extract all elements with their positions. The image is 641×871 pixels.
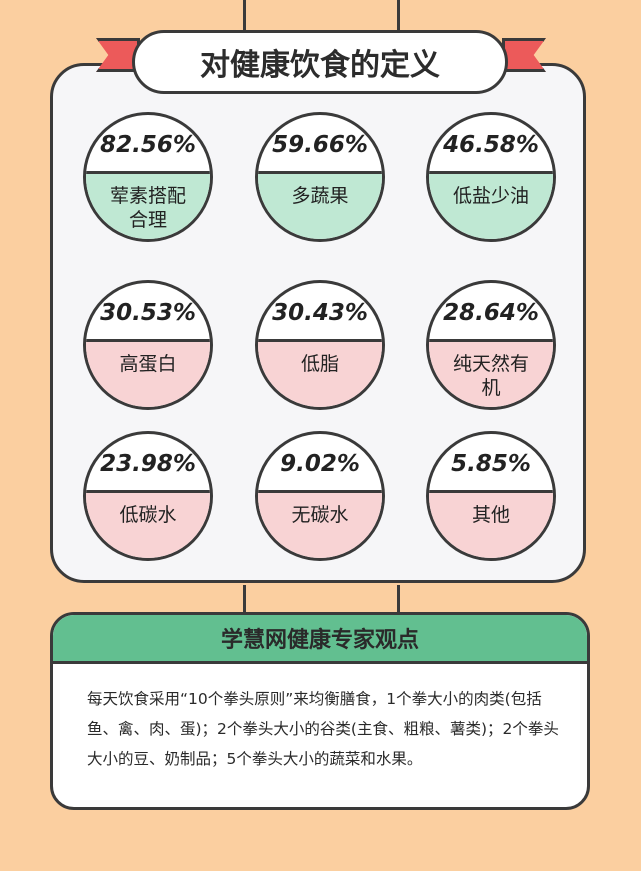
stat-label: 纯天然有机 (452, 353, 529, 399)
stat-circle: 23.98% 低碳水 (83, 431, 213, 561)
connector-line-left (243, 585, 246, 613)
stat-label: 荤素搭配合理 (109, 185, 186, 231)
stat-label: 其他 (471, 504, 510, 526)
stat-percent: 59.66% (272, 132, 368, 158)
stat-circle: 59.66% 多蔬果 (255, 112, 385, 242)
stat-label: 低脂 (300, 353, 339, 375)
stat-percent: 30.43% (272, 300, 368, 326)
stat-circle: 30.43% 低脂 (255, 280, 385, 410)
connector-line-right (397, 585, 400, 613)
stat-circle: 30.53% 高蛋白 (83, 280, 213, 410)
stat-circle: 46.58% 低盐少油 (426, 112, 556, 242)
stat-circle: 5.85% 其他 (426, 431, 556, 561)
stat-percent: 30.53% (100, 300, 196, 326)
stat-label: 多蔬果 (291, 185, 349, 207)
stat-label: 无碳水 (291, 504, 349, 526)
expert-opinion-card: 学慧网健康专家观点 每天饮食采用“10个拳头原则”来均衡膳食，1个拳大小的肉类(… (50, 612, 590, 810)
stat-label: 低盐少油 (452, 185, 529, 207)
stat-circle: 82.56% 荤素搭配合理 (83, 112, 213, 242)
stat-percent: 46.58% (443, 132, 539, 158)
stat-percent: 82.56% (100, 132, 196, 158)
stat-percent: 5.85% (451, 451, 531, 477)
hanging-line-left (243, 0, 246, 32)
stat-percent: 9.02% (280, 451, 360, 477)
stat-percent: 23.98% (100, 451, 196, 477)
ribbon-right (502, 38, 546, 72)
stat-label: 高蛋白 (119, 353, 177, 375)
hanging-line-right (397, 0, 400, 32)
stat-circle: 9.02% 无碳水 (255, 431, 385, 561)
expert-heading: 学慧网健康专家观点 (53, 615, 587, 664)
stat-circle: 28.64% 纯天然有机 (426, 280, 556, 410)
stat-percent: 28.64% (443, 300, 539, 326)
page-title: 对健康饮食的定义 (132, 30, 508, 94)
stat-label: 低碳水 (119, 504, 177, 526)
expert-text: 每天饮食采用“10个拳头原则”来均衡膳食，1个拳大小的肉类(包括鱼、禽、肉、蛋)… (87, 690, 559, 768)
